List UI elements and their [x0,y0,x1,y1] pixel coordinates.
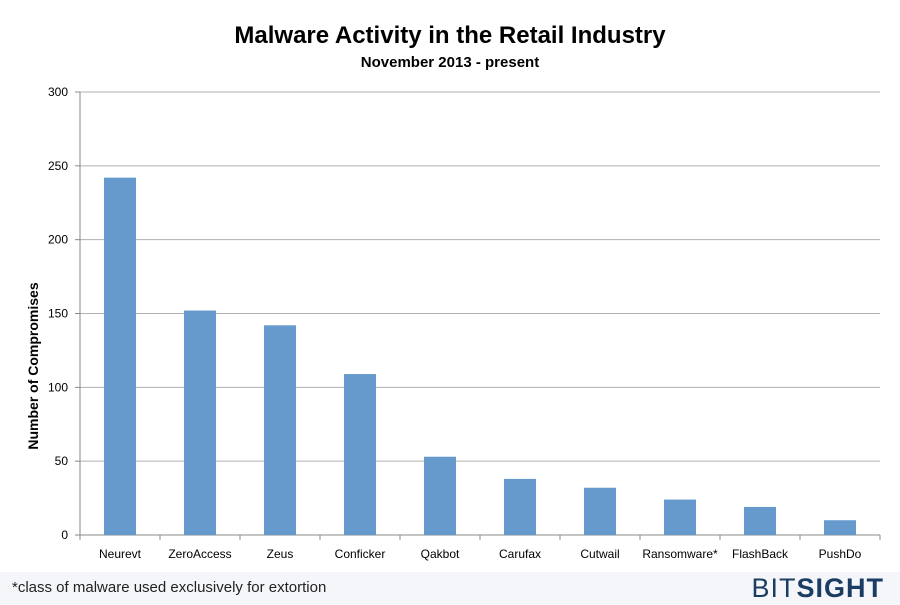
x-tick-labels: Neurevt ZeroAccess Zeus Conficker Qakbot Caru… [99,547,862,561]
bar-ransomware [664,499,696,535]
x-tick-label: Conficker [335,547,386,561]
bar-conficker [344,374,376,535]
x-tick-label: Ransomware* [642,547,718,561]
x-tick-label: Cutwail [580,547,619,561]
y-tick-label: 50 [55,454,69,468]
chart-subtitle: November 2013 - present [361,54,539,71]
logo-text-sight: SIGHT [796,573,884,603]
bar-flashback [744,506,776,535]
x-tick-label: ZeroAccess [168,547,231,561]
bars [104,177,856,535]
bar-zeroaccess [184,310,216,535]
x-tick-label: Zeus [267,547,294,561]
bar-zeus [264,325,296,535]
y-tick-label: 150 [48,307,68,321]
bar-neurevt [104,177,136,535]
x-tick-label: Neurevt [99,547,142,561]
x-tick-label: PushDo [819,547,862,561]
bar-pushdo [824,520,856,535]
footnote: *class of malware used exclusively for e… [12,579,327,596]
bar-cutwail [584,487,616,535]
y-tick-label: 100 [48,380,68,394]
y-tick-label: 0 [61,528,68,542]
bar-chart: Malware Activity in the Retail Industry … [25,22,881,561]
x-tick-label: Carufax [499,547,541,561]
footer-bar: *class of malware used exclusively for e… [0,572,900,605]
y-axis-label: Number of Compromises [25,282,41,449]
x-tick-label: Qakbot [421,547,460,561]
y-tick-labels: 0 50 100 150 200 250 300 [48,85,68,542]
bitsight-logo: BITSIGHT [751,573,884,603]
y-tick-label: 250 [48,159,68,173]
y-tick-label: 200 [48,233,68,247]
bar-carufax [504,478,536,535]
logo-text-bit: BIT [751,573,797,603]
x-tick-label: FlashBack [732,547,789,561]
bar-qakbot [424,456,456,535]
y-tick-label: 300 [48,85,68,99]
chart-title: Malware Activity in the Retail Industry [234,22,666,49]
